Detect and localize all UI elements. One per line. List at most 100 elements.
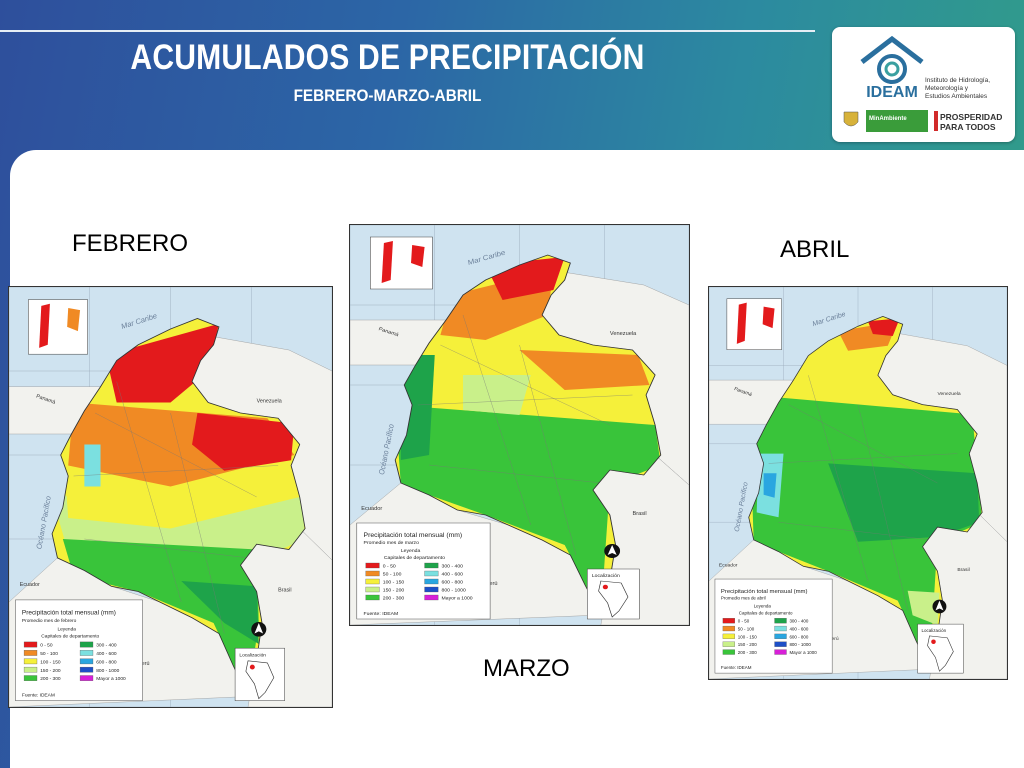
precip-zone — [192, 413, 295, 471]
precip-zone — [400, 355, 435, 460]
legend-swatch — [365, 586, 380, 593]
north-arrow-icon — [251, 621, 267, 637]
precip-zone — [519, 350, 650, 390]
north-arrow-icon — [932, 599, 947, 614]
svg-text:400 - 600: 400 - 600 — [96, 651, 117, 657]
svg-text:300 - 400: 300 - 400 — [789, 619, 808, 624]
legend-swatch — [774, 625, 787, 632]
svg-text:200 - 300: 200 - 300 — [40, 676, 61, 682]
svg-text:Fuente: IDEAM: Fuente: IDEAM — [22, 693, 55, 699]
svg-text:800 - 1000: 800 - 1000 — [442, 588, 467, 594]
svg-text:Mar Caribe: Mar Caribe — [466, 248, 506, 267]
svg-text:150 - 200: 150 - 200 — [738, 642, 757, 647]
precip-zone — [763, 473, 777, 498]
svg-text:Ecuador: Ecuador — [20, 582, 40, 588]
map-marzo: Mar Caribe Panamá Venezuela Océano Pacífico… — [349, 224, 690, 626]
svg-text:Promedio mes de febrero: Promedio mes de febrero — [22, 618, 77, 624]
svg-text:PARA TODOS: PARA TODOS — [940, 122, 996, 132]
header-divider — [0, 30, 815, 32]
svg-text:100 - 150: 100 - 150 — [40, 659, 61, 665]
svg-text:800 - 1000: 800 - 1000 — [789, 642, 811, 647]
map-label-abril: ABRIL — [780, 236, 850, 263]
legend-swatch — [774, 618, 787, 624]
svg-text:Fuente: IDEAM: Fuente: IDEAM — [364, 611, 399, 617]
location-inset: Localización — [587, 568, 640, 620]
svg-text:Localización: Localización — [239, 653, 266, 659]
legend-swatch — [722, 625, 735, 632]
svg-text:Mayor a 1000: Mayor a 1000 — [96, 676, 126, 682]
precip-zone — [793, 336, 893, 400]
svg-text:Precipitación total mensual (m: Precipitación total mensual (mm) — [364, 532, 463, 539]
svg-text:Fuente: IDEAM: Fuente: IDEAM — [721, 665, 752, 670]
ideam-logo: IDEAM Instituto de Hidrología, Meteorolo… — [843, 35, 1002, 132]
svg-text:0 - 50: 0 - 50 — [738, 619, 750, 624]
svg-text:50 - 100: 50 - 100 — [40, 651, 58, 657]
svg-text:Venezuela: Venezuela — [937, 391, 960, 397]
svg-text:400 - 600: 400 - 600 — [442, 572, 464, 578]
svg-text:Venezuela: Venezuela — [610, 331, 636, 337]
svg-text:Estudios Ambientales: Estudios Ambientales — [925, 93, 988, 100]
svg-text:200 - 300: 200 - 300 — [383, 596, 405, 602]
svg-text:Leyenda: Leyenda — [57, 626, 76, 632]
location-inset: Localización — [917, 623, 964, 674]
legend-swatch — [424, 578, 439, 585]
legend-swatch — [722, 633, 735, 639]
svg-text:Brasil: Brasil — [957, 567, 969, 573]
svg-text:Mar Caribe: Mar Caribe — [120, 311, 158, 331]
map-svg-marzo: Mar Caribe Panamá Venezuela Océano Pacífico… — [350, 225, 689, 625]
svg-text:Ecuador: Ecuador — [719, 562, 738, 568]
svg-text:0 - 50: 0 - 50 — [383, 564, 396, 570]
svg-text:Océano Pacífico: Océano Pacífico — [734, 482, 750, 533]
svg-text:Brasil: Brasil — [633, 511, 647, 517]
legend-swatch — [79, 650, 94, 656]
svg-text:Capitales de departamento: Capitales de departamento — [739, 610, 793, 615]
svg-text:Meteorología y: Meteorología y — [925, 85, 969, 92]
svg-text:Leyenda: Leyenda — [401, 548, 421, 554]
shield-icon — [843, 111, 859, 127]
legend-swatch — [365, 562, 380, 569]
svg-text:300 - 400: 300 - 400 — [442, 564, 464, 570]
legend-swatch — [424, 594, 439, 601]
svg-text:Mayor a 1000: Mayor a 1000 — [789, 650, 817, 655]
map-label-febrero: FEBRERO — [72, 230, 189, 257]
svg-text:Leyenda: Leyenda — [754, 603, 772, 608]
svg-text:Mayor a 1000: Mayor a 1000 — [442, 596, 473, 602]
precip-zone — [867, 318, 900, 336]
legend-swatch — [79, 666, 94, 673]
svg-text:600 - 800: 600 - 800 — [789, 634, 808, 639]
legend-swatch — [23, 641, 38, 648]
legend-swatch — [79, 675, 94, 681]
legend-swatch — [774, 649, 787, 655]
svg-text:Promedio mes de abril: Promedio mes de abril — [721, 596, 766, 601]
svg-text:300 - 400: 300 - 400 — [96, 643, 117, 649]
svg-text:Panamá: Panamá — [733, 386, 753, 398]
svg-text:Panamá: Panamá — [378, 326, 400, 338]
precip-zone — [907, 590, 940, 626]
precip-zone — [181, 581, 259, 644]
svg-text:Perú: Perú — [828, 636, 839, 642]
svg-text:0 - 50: 0 - 50 — [40, 643, 53, 649]
svg-text:50 - 100: 50 - 100 — [383, 572, 402, 578]
page-title: ACUMULADOS DE PRECIPITACIÓN — [130, 38, 645, 77]
svg-text:200 - 300: 200 - 300 — [738, 650, 757, 655]
precip-zone — [84, 444, 101, 487]
svg-text:50 - 100: 50 - 100 — [738, 627, 755, 632]
svg-text:Perú: Perú — [138, 661, 149, 667]
precip-zone — [463, 375, 531, 415]
legend-swatch — [774, 641, 787, 647]
svg-text:Mar Caribe: Mar Caribe — [812, 311, 847, 328]
svg-text:100 - 150: 100 - 150 — [738, 634, 757, 639]
legend-swatch — [722, 618, 735, 624]
legend-swatch — [79, 658, 94, 665]
legend-swatch — [365, 578, 380, 585]
svg-text:150 - 200: 150 - 200 — [383, 588, 405, 594]
svg-text:Ecuador: Ecuador — [361, 506, 382, 512]
svg-text:Instituto de Hidrología,: Instituto de Hidrología, — [925, 77, 990, 84]
svg-text:Océano Pacífico: Océano Pacífico — [34, 495, 53, 550]
svg-text:Localización: Localización — [922, 628, 947, 633]
svg-text:Capitales de departamento: Capitales de departamento — [41, 634, 99, 640]
legend-swatch — [722, 649, 735, 655]
svg-text:Precipitación total mensual (m: Precipitación total mensual (mm) — [721, 589, 808, 595]
ideam-name: IDEAM — [866, 84, 918, 101]
